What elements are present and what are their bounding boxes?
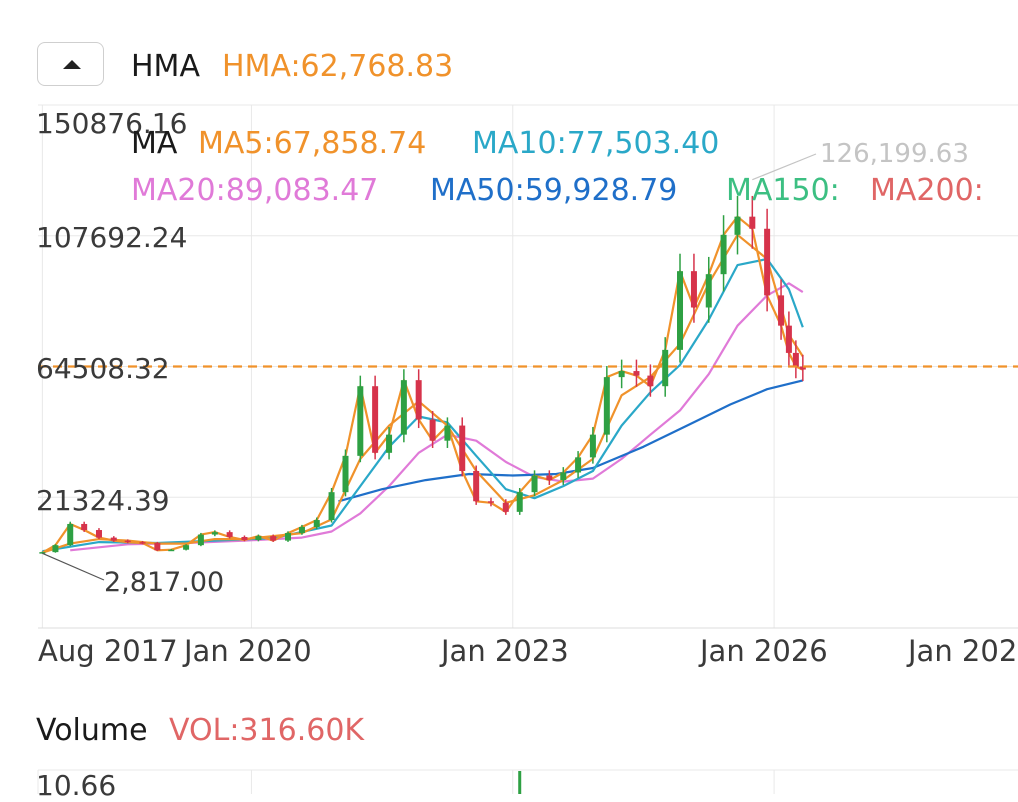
ma10-legend: MA10:77,503.40 bbox=[472, 126, 720, 161]
candle-body bbox=[298, 526, 305, 534]
candle-body bbox=[211, 532, 218, 535]
candle-body bbox=[502, 502, 509, 512]
candle-body bbox=[415, 380, 422, 420]
candle-body bbox=[459, 425, 466, 471]
candle-body bbox=[764, 228, 771, 296]
candle-body bbox=[516, 492, 523, 512]
min-price-label: 2,817.00 bbox=[104, 567, 225, 598]
x-tick-label: Jan 2023 bbox=[441, 634, 569, 668]
candle-body bbox=[785, 325, 792, 353]
candle-body bbox=[285, 533, 292, 541]
candle-body bbox=[546, 475, 553, 481]
candle-body bbox=[618, 371, 625, 378]
candle-body bbox=[342, 455, 349, 493]
candle-body bbox=[778, 295, 785, 326]
x-tick-label: Jan 202 bbox=[908, 634, 1018, 668]
candle-body bbox=[357, 386, 364, 456]
candle-body bbox=[799, 366, 806, 370]
candle-body bbox=[647, 375, 654, 387]
ma5-legend: MA5:67,858.74 bbox=[198, 126, 427, 161]
min-leader-line bbox=[42, 552, 105, 581]
y-tick-label: 64508.32 bbox=[36, 352, 170, 385]
candle-body bbox=[429, 419, 436, 441]
candle-body bbox=[124, 540, 131, 543]
candle-body bbox=[531, 475, 538, 493]
hma-value: HMA:62,768.83 bbox=[222, 49, 454, 84]
hma-name: HMA bbox=[131, 49, 200, 84]
ma150-legend: MA150: bbox=[726, 173, 840, 208]
candle-body bbox=[705, 274, 712, 308]
candle-body bbox=[444, 425, 451, 441]
candle-body bbox=[734, 216, 741, 235]
ma50-legend: MA50:59,928.79 bbox=[430, 173, 678, 208]
candle-body bbox=[372, 386, 379, 453]
candle-body bbox=[633, 371, 640, 376]
candle-body bbox=[690, 271, 697, 308]
candle-body bbox=[313, 520, 320, 527]
candle-body bbox=[95, 530, 102, 538]
ma200-legend: MA200: bbox=[870, 173, 984, 208]
y-tick-label: 107692.24 bbox=[36, 221, 188, 254]
ma20-legend: MA20:89,083.47 bbox=[131, 173, 379, 208]
candle-body bbox=[197, 534, 204, 546]
max-leader-line bbox=[752, 153, 817, 181]
candle-body bbox=[52, 545, 59, 553]
x-tick-label: Aug 2017 bbox=[38, 634, 178, 668]
candle-body bbox=[139, 542, 146, 544]
candle-body bbox=[400, 380, 407, 435]
candle-body bbox=[168, 549, 175, 552]
ma-legend-name: MA bbox=[131, 126, 178, 161]
candle-body bbox=[487, 501, 494, 503]
candle-body bbox=[473, 470, 480, 502]
volume-bar bbox=[518, 771, 522, 794]
y-tick-label: 21324.39 bbox=[36, 484, 170, 517]
candle-body bbox=[328, 492, 335, 521]
candle-body bbox=[39, 552, 46, 554]
candle-body bbox=[720, 234, 727, 275]
candle-body bbox=[386, 434, 393, 453]
candle-body bbox=[603, 377, 610, 435]
candle-body bbox=[792, 352, 799, 367]
volume-value: VOL:316.60K bbox=[169, 713, 365, 748]
candle-body bbox=[81, 523, 88, 531]
candle-body bbox=[241, 536, 248, 541]
volume-title: Volume bbox=[36, 713, 148, 748]
candle-body bbox=[255, 536, 262, 541]
max-price-label: 126,199.63 bbox=[820, 139, 969, 169]
candle-body bbox=[270, 536, 277, 541]
candle-body bbox=[575, 457, 582, 473]
candle-body bbox=[677, 271, 684, 350]
candle-body bbox=[226, 532, 233, 537]
x-tick-label: Jan 2026 bbox=[700, 634, 828, 668]
collapse-toggle-button[interactable] bbox=[37, 42, 104, 86]
candle-body bbox=[749, 216, 756, 229]
candle-body bbox=[662, 349, 669, 387]
candle-body bbox=[154, 543, 161, 551]
candle-body bbox=[589, 434, 596, 458]
y-tick-label: 150876.16 bbox=[36, 107, 188, 140]
triangle-up-icon bbox=[63, 60, 81, 69]
candle-body bbox=[183, 545, 190, 550]
ma20-line bbox=[70, 282, 804, 552]
x-tick-label: Jan 2020 bbox=[184, 634, 312, 668]
candle-body bbox=[110, 537, 117, 541]
volume-y-tick: 10.66 bbox=[36, 769, 117, 802]
candle-body bbox=[560, 472, 567, 481]
candle-body bbox=[67, 523, 74, 546]
